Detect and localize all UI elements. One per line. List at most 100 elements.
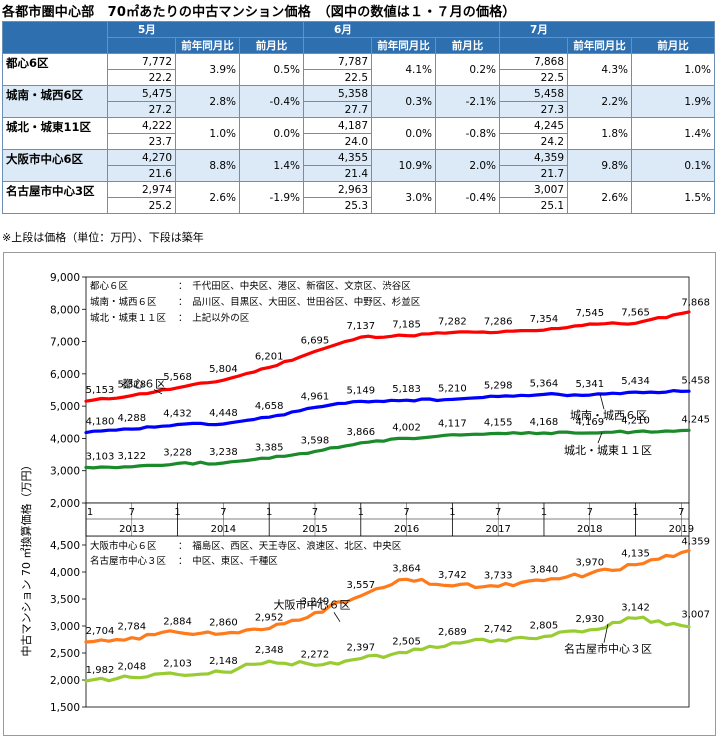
price-subheader <box>107 37 176 54</box>
age-cell: 23.7 <box>107 133 176 150</box>
data-label: 4,961 <box>301 391 330 402</box>
price-cell: 4,187 <box>303 117 373 134</box>
data-label: 7,185 <box>392 320 421 331</box>
legend-desc: ： 上記以外の区 <box>178 312 250 324</box>
x-tick-label: 1 <box>87 507 93 518</box>
table-row: 城南・城西6区 5,475 2.8% -0.4% 5,358 0.3% -2.1% 5,458… <box>2 85 716 118</box>
series-line-upper-0 <box>84 310 691 403</box>
yoy-cell: 3.0% <box>371 181 437 214</box>
y-tick-label: 9,000 <box>50 272 80 284</box>
data-label: 5,364 <box>530 378 559 389</box>
year-label: 2013 <box>119 524 144 535</box>
year-label: 2018 <box>577 524 602 535</box>
callout-leader <box>599 393 605 410</box>
data-label: 4,168 <box>530 417 559 428</box>
table-row: 名古屋市中心3区 2,974 2.6% -1.9% 2,963 3.0% -0.4% 3,00… <box>2 181 716 214</box>
y-tick-label: 6,000 <box>50 369 80 381</box>
x-tick-label: 7 <box>587 507 593 518</box>
x-axis-band <box>85 502 690 537</box>
age-cell: 25.2 <box>107 197 176 214</box>
table-subheader-row: 前年同月比 前月比 前年同月比 前月比 前年同月比 前月比 <box>3 37 716 54</box>
data-label: 2,704 <box>86 626 115 637</box>
age-cell: 22.5 <box>499 69 569 86</box>
price-cell: 4,355 <box>303 149 373 166</box>
data-label: 2,272 <box>301 649 330 660</box>
yoy-cell: 1.0% <box>175 117 240 150</box>
year-label: 2019 <box>669 524 694 535</box>
data-label: 7,868 <box>681 298 710 309</box>
age-cell: 27.2 <box>107 101 176 118</box>
data-label: 2,860 <box>209 618 238 629</box>
mom-cell: -0.4% <box>435 181 501 214</box>
data-label: 2,348 <box>255 645 284 656</box>
legend-name: 大阪市中心６区 <box>90 540 157 552</box>
yoy-cell: 8.8% <box>175 149 240 182</box>
age-cell: 25.1 <box>499 197 569 214</box>
data-label: 7,282 <box>438 316 467 327</box>
y-tick-label: 2,000 <box>50 675 80 687</box>
callout-leader <box>333 612 341 622</box>
data-label: 2,930 <box>575 614 604 625</box>
yoy-cell: 0.3% <box>371 85 437 118</box>
price-cell: 5,475 <box>107 85 176 102</box>
price-cell: 4,359 <box>499 149 569 166</box>
price-cell: 7,772 <box>107 53 176 70</box>
data-label: 7,286 <box>484 316 513 327</box>
data-label: 4,169 <box>575 417 604 428</box>
yoy-subheader: 前年同月比 <box>371 37 437 54</box>
table-row: 23.7 24.0 24.2 <box>3 133 715 150</box>
price-cell: 7,868 <box>499 53 569 70</box>
area-name-cell: 城北・城東11区 <box>2 117 108 150</box>
y-tick-label: 2,500 <box>50 648 80 660</box>
data-label: 2,048 <box>117 661 146 672</box>
callout-leader <box>597 432 603 444</box>
yoy-subheader: 前年同月比 <box>175 37 240 54</box>
chart-container: 2,000 3,000 4,000 5,000 6,000 7,000 8,000 9,000… <box>3 252 716 736</box>
age-cell: 25.3 <box>303 197 373 214</box>
data-label: 4,288 <box>117 413 146 424</box>
legend-desc: ： 中区、東区、千種区 <box>178 555 278 567</box>
y-tick-label: 4,500 <box>50 540 80 552</box>
data-label: 3,557 <box>346 580 375 591</box>
age-cell: 24.2 <box>499 133 569 150</box>
data-label: 7,545 <box>575 308 604 319</box>
x-tick-label: 7 <box>129 507 135 518</box>
data-label: 2,784 <box>117 622 146 633</box>
area-name-cell: 城南・城西6区 <box>2 85 108 118</box>
price-cell: 5,358 <box>303 85 373 102</box>
series-line-lower-0 <box>84 549 691 644</box>
age-cell: 22.2 <box>107 69 176 86</box>
x-tick-label: 1 <box>541 507 547 518</box>
price-cell: 2,963 <box>303 181 373 198</box>
y-tick-label: 3,000 <box>50 466 80 478</box>
year-label: 2015 <box>302 524 327 535</box>
data-label: 3,864 <box>392 563 421 574</box>
price-table: 5月 6月 7月 前年同月比 前月比 前年同月比 前月比 前年同月比 前月比 都心6区 7,772 3… <box>2 21 716 214</box>
data-label: 5,183 <box>392 384 421 395</box>
data-label: 1,982 <box>86 665 115 676</box>
data-label: 2,884 <box>163 616 192 627</box>
mom-subheader: 前月比 <box>631 37 716 54</box>
data-label: 2,805 <box>530 621 559 632</box>
callout-leader <box>603 623 609 643</box>
data-label: 3,970 <box>575 558 604 569</box>
legend-name: 都心６区 <box>90 281 129 292</box>
yoy-cell: 3.9% <box>175 53 240 86</box>
data-label: 2,103 <box>163 658 192 669</box>
price-cell: 7,787 <box>303 53 373 70</box>
x-tick-label: 7 <box>678 507 684 518</box>
mom-cell: 1.0% <box>631 53 716 86</box>
table-row: 25.2 25.3 25.1 <box>3 197 715 214</box>
month-header: 7月 <box>499 21 716 38</box>
mom-cell: 1.4% <box>631 117 716 150</box>
legend-name: 城南・城西６区 <box>90 296 157 308</box>
yoy-cell: 1.8% <box>567 117 633 150</box>
y-tick-label: 4,000 <box>50 567 80 579</box>
data-label: 4,359 <box>681 537 710 548</box>
table-corner <box>2 21 108 54</box>
price-cell: 2,974 <box>107 181 176 198</box>
x-tick-label: 1 <box>174 507 180 518</box>
year-label: 2016 <box>394 524 419 535</box>
data-label: 4,448 <box>209 408 238 419</box>
legend-name: 名古屋市中心３区 <box>90 555 167 567</box>
